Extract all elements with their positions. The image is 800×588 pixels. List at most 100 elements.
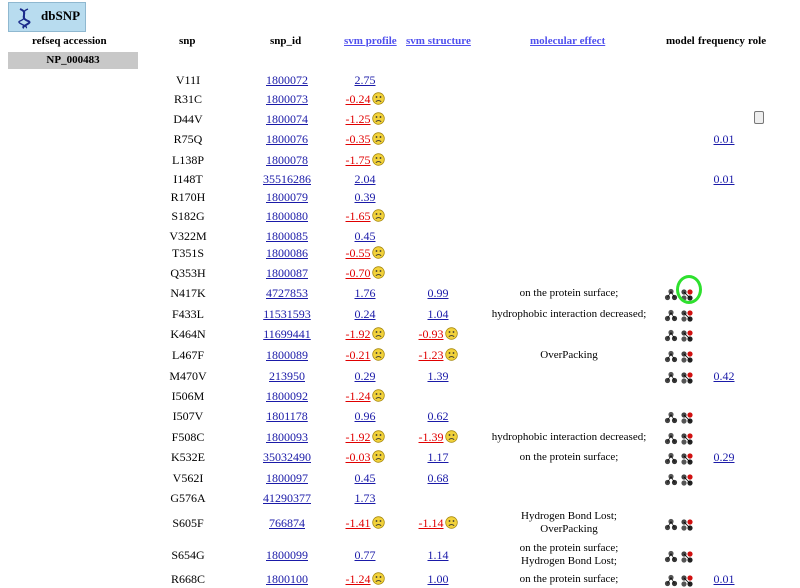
mutant-model-icon[interactable] (680, 574, 694, 587)
snp-id-text[interactable]: 1800092 (266, 389, 308, 403)
svm-structure-value[interactable]: 1.14 (427, 548, 449, 562)
svm-profile-cell[interactable]: -1.92 (334, 428, 396, 446)
snp-id-link[interactable]: 1800092 (246, 387, 328, 405)
svm-structure-value[interactable]: -1.39 (418, 430, 444, 444)
svm-structure-cell[interactable]: -1.23 (403, 346, 473, 364)
snp-id-text[interactable]: 1800073 (266, 92, 308, 106)
snp-id-text[interactable]: 1800078 (266, 153, 308, 167)
svm-profile-value[interactable]: 0.45 (354, 471, 376, 485)
snp-id-link[interactable]: 4727853 (246, 284, 328, 302)
header-svm-profile-link[interactable]: svm profile (344, 35, 397, 47)
svm-structure-cell[interactable]: 0.99 (403, 284, 473, 302)
svm-profile-cell[interactable]: -0.35 (334, 130, 396, 148)
snp-id-link[interactable]: 1800074 (246, 110, 328, 128)
frequency-link[interactable]: 0.42 (704, 367, 744, 385)
snp-id-text[interactable]: 1800086 (266, 246, 308, 260)
svm-profile-value[interactable]: -0.35 (345, 132, 371, 146)
mutant-model-icon[interactable] (680, 473, 694, 486)
model-cell[interactable] (664, 367, 704, 385)
snp-id-text[interactable]: 35032490 (263, 450, 311, 464)
structure-model-icon[interactable] (664, 574, 678, 587)
snp-id-link[interactable]: 41290377 (246, 489, 328, 507)
scroll-button[interactable] (754, 111, 764, 124)
svm-profile-cell[interactable]: 0.39 (334, 188, 396, 206)
svm-structure-cell[interactable]: 0.62 (403, 407, 473, 425)
snp-id-link[interactable]: 1800080 (246, 207, 328, 225)
snp-id-text[interactable]: 35516286 (263, 172, 311, 186)
svm-profile-value[interactable]: 0.77 (354, 548, 376, 562)
svm-profile-cell[interactable]: 0.45 (334, 227, 396, 245)
model-cell[interactable] (664, 509, 704, 537)
frequency-value[interactable]: 0.01 (713, 572, 735, 586)
svm-profile-cell[interactable]: -0.21 (334, 346, 396, 364)
svm-profile-value[interactable]: 0.45 (354, 229, 376, 243)
svm-profile-value[interactable]: -1.24 (345, 572, 371, 586)
snp-id-link[interactable]: 1800085 (246, 227, 328, 245)
mutant-model-icon[interactable] (680, 432, 694, 445)
svm-structure-value[interactable]: 0.62 (427, 409, 449, 423)
snp-id-text[interactable]: 11699441 (263, 327, 311, 341)
svm-profile-value[interactable]: -1.41 (345, 516, 371, 530)
snp-id-text[interactable]: 213950 (269, 369, 305, 383)
svm-profile-value[interactable]: -1.24 (345, 389, 371, 403)
svm-profile-cell[interactable]: -0.70 (334, 264, 396, 282)
snp-id-text[interactable]: 1801178 (266, 409, 308, 423)
mutant-model-icon[interactable] (680, 350, 694, 363)
svm-profile-value[interactable]: 0.29 (354, 369, 376, 383)
model-cell[interactable] (664, 305, 704, 323)
header-svm-structure-link[interactable]: svm structure (406, 35, 471, 47)
svm-profile-cell[interactable]: 2.75 (334, 71, 396, 89)
snp-id-text[interactable]: 1800079 (266, 190, 308, 204)
snp-id-link[interactable]: 1800097 (246, 469, 328, 487)
snp-id-text[interactable]: 1800085 (266, 229, 308, 243)
svm-profile-cell[interactable]: 0.24 (334, 305, 396, 323)
model-cell[interactable] (664, 448, 704, 466)
model-cell[interactable] (664, 407, 704, 425)
frequency-value[interactable]: 0.29 (713, 450, 735, 464)
structure-model-icon[interactable] (664, 288, 678, 301)
svm-profile-cell[interactable]: -1.75 (334, 151, 396, 169)
structure-model-icon[interactable] (664, 411, 678, 424)
mutant-model-icon[interactable] (680, 371, 694, 384)
structure-model-icon[interactable] (664, 452, 678, 465)
snp-id-link[interactable]: 1800089 (246, 346, 328, 364)
svm-profile-value[interactable]: -0.03 (345, 450, 371, 464)
model-cell[interactable] (664, 428, 704, 446)
svm-profile-value[interactable]: -1.75 (345, 153, 371, 167)
snp-id-link[interactable]: 1800079 (246, 188, 328, 206)
svm-structure-value[interactable]: 0.99 (427, 286, 449, 300)
svm-profile-cell[interactable]: -1.65 (334, 207, 396, 225)
svm-structure-cell[interactable]: -0.93 (403, 325, 473, 343)
svm-structure-cell[interactable]: 0.68 (403, 469, 473, 487)
svm-structure-value[interactable]: 1.39 (427, 369, 449, 383)
structure-model-icon[interactable] (664, 432, 678, 445)
svm-profile-value[interactable]: 0.96 (354, 409, 376, 423)
snp-id-link[interactable]: 1800072 (246, 71, 328, 89)
snp-id-link[interactable]: 1801178 (246, 407, 328, 425)
snp-id-text[interactable]: 1800093 (266, 430, 308, 444)
dbsnp-logo[interactable]: dbSNP (8, 2, 86, 32)
svm-profile-cell[interactable]: -1.25 (334, 110, 396, 128)
snp-id-link[interactable]: 11531593 (246, 305, 328, 323)
svm-profile-cell[interactable]: 1.76 (334, 284, 396, 302)
svm-profile-value[interactable]: 1.76 (354, 286, 376, 300)
snp-id-text[interactable]: 1800097 (266, 471, 308, 485)
svm-structure-value[interactable]: 1.00 (427, 572, 449, 586)
svm-structure-value[interactable]: -1.23 (418, 348, 444, 362)
svm-structure-value[interactable]: 1.04 (427, 307, 449, 321)
svm-structure-cell[interactable]: 1.39 (403, 367, 473, 385)
svm-profile-value[interactable]: -1.92 (345, 430, 371, 444)
svm-profile-value[interactable]: 1.73 (354, 491, 376, 505)
snp-id-text[interactable]: 11531593 (263, 307, 311, 321)
structure-model-icon[interactable] (664, 550, 678, 563)
snp-id-text[interactable]: 41290377 (263, 491, 311, 505)
svm-structure-cell[interactable]: -1.14 (403, 509, 473, 537)
snp-id-text[interactable]: 1800087 (266, 266, 308, 280)
svm-profile-cell[interactable]: 2.04 (334, 170, 396, 188)
snp-id-link[interactable]: 1800100 (246, 570, 328, 588)
model-cell[interactable] (664, 346, 704, 364)
model-cell[interactable] (664, 541, 704, 569)
svm-structure-cell[interactable]: 1.00 (403, 570, 473, 588)
mutant-model-icon[interactable] (680, 550, 694, 563)
svm-profile-cell[interactable]: 0.45 (334, 469, 396, 487)
